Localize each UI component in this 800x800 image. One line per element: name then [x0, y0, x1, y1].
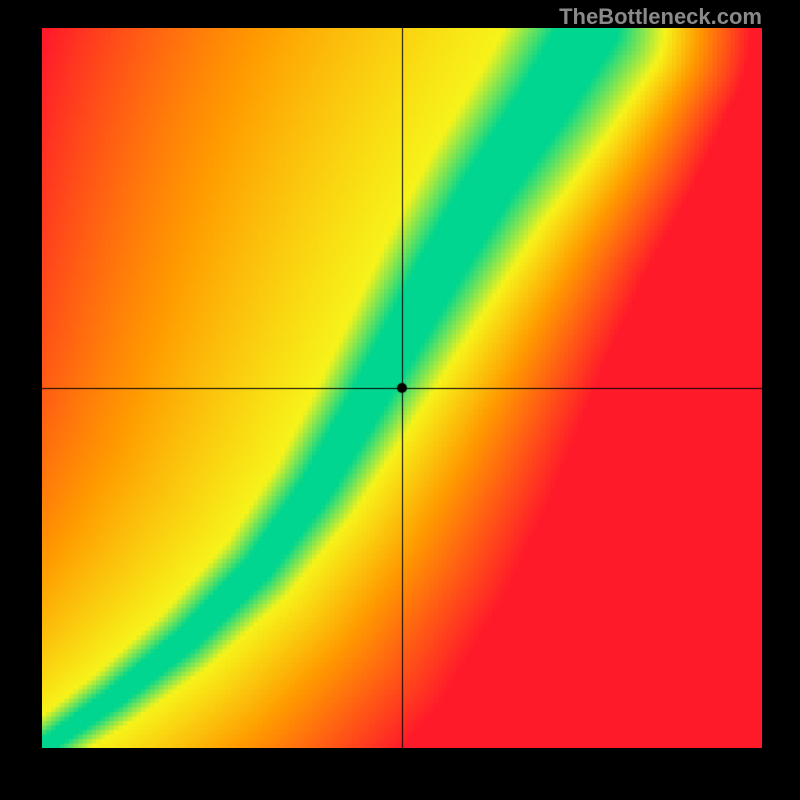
chart-container: TheBottleneck.com	[0, 0, 800, 800]
watermark-text: TheBottleneck.com	[559, 4, 762, 30]
heatmap-canvas	[42, 28, 762, 748]
